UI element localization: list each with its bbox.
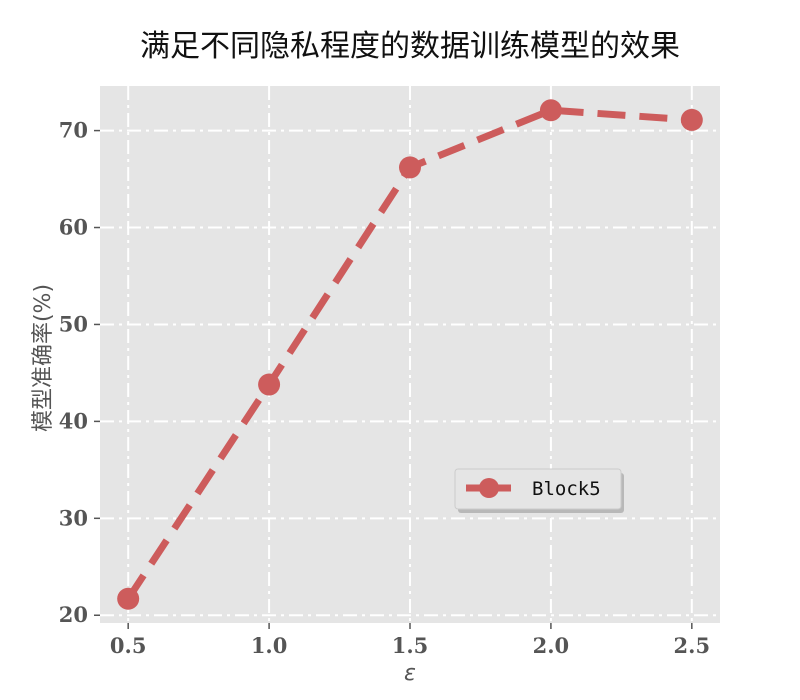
legend-box <box>454 468 622 510</box>
x-tick-label: 2.0 <box>533 633 570 658</box>
data-point <box>258 373 281 396</box>
x-axis-ticks: 0.5 1.0 1.5 2.0 2.5 <box>110 623 710 658</box>
x-axis-label: ε <box>404 661 416 686</box>
data-point <box>680 108 703 131</box>
data-point <box>539 99 562 122</box>
x-tick-label: 0.5 <box>110 633 147 658</box>
y-axis-ticks: 20 30 40 50 60 70 <box>59 118 100 627</box>
y-tick-label: 50 <box>59 311 88 336</box>
data-point <box>117 587 140 610</box>
x-tick-label: 2.5 <box>674 633 711 658</box>
y-tick-label: 60 <box>59 215 88 240</box>
y-tick-label: 20 <box>59 602 88 627</box>
x-tick-label: 1.5 <box>392 633 429 658</box>
data-point <box>399 156 421 179</box>
legend-label: Block5 <box>532 478 601 500</box>
y-tick-label: 40 <box>59 408 88 433</box>
chart-title: 满足不同隐私程度的数据训练模型的效果 <box>140 29 680 64</box>
series-layer <box>117 99 703 610</box>
legend: Block5 <box>454 468 624 513</box>
x-tick-label: 1.0 <box>251 633 288 658</box>
legend-marker <box>479 478 499 498</box>
y-tick-label: 70 <box>59 118 88 143</box>
y-tick-label: 30 <box>59 505 88 530</box>
y-axis-label: 模型准确率(%) <box>31 284 56 432</box>
